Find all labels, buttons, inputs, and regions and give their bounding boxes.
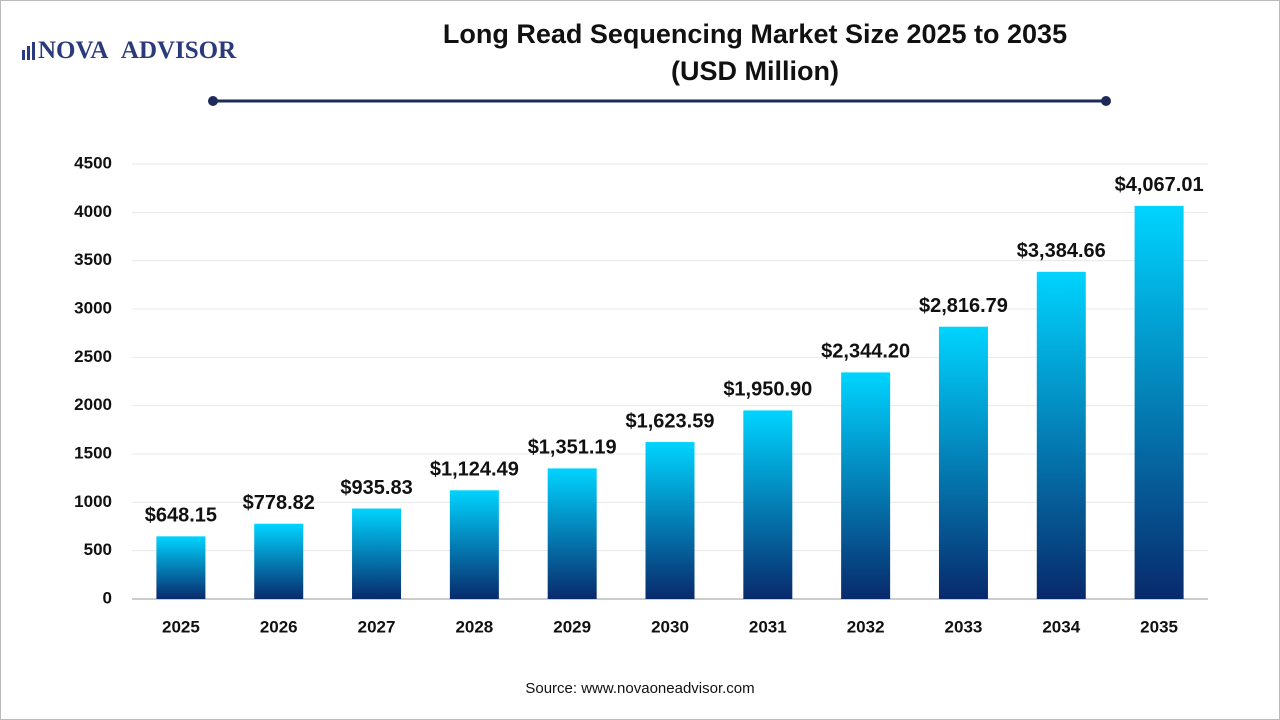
bar: [352, 508, 402, 599]
bar: [841, 372, 891, 599]
bar: [743, 410, 793, 599]
bar: [449, 490, 499, 599]
bar: [547, 468, 597, 599]
x-tick-label: 2028: [455, 617, 493, 636]
y-tick-label: 3500: [74, 250, 112, 269]
bar: [1036, 271, 1086, 599]
y-tick-label: 500: [84, 540, 112, 559]
x-tick-label: 2035: [1140, 617, 1178, 636]
value-label: $1,351.19: [528, 437, 617, 459]
rule-dot: [1101, 96, 1111, 106]
value-label: $2,816.79: [919, 295, 1008, 317]
value-label: $1,623.59: [626, 410, 715, 432]
x-tick-label: 2029: [553, 617, 591, 636]
rule-dot: [208, 96, 218, 106]
x-tick-label: 2034: [1042, 617, 1080, 636]
value-label: $935.83: [340, 477, 412, 499]
logo: NOVA1ADVISOR: [22, 37, 237, 64]
chart-subtitle: (USD Million): [671, 56, 839, 86]
plot: 0 500 1000 1500 2000 2500 3000 3500 4000 4500 2025…: [74, 153, 1208, 636]
bar: [254, 523, 304, 599]
x-tick-label: 2027: [358, 617, 396, 636]
value-label: $1,124.49: [430, 459, 519, 481]
y-tick-label: 1000: [74, 492, 112, 511]
y-tick-label: 0: [103, 588, 112, 607]
x-tick-label: 2033: [945, 617, 983, 636]
value-label: $3,384.66: [1017, 240, 1106, 262]
bar: [645, 442, 695, 599]
value-label: $4,067.01: [1115, 174, 1204, 196]
value-label: $2,344.20: [821, 341, 910, 363]
x-tick-label: 2032: [847, 617, 885, 636]
y-tick-label: 4500: [74, 153, 112, 172]
y-tick-label: 2000: [74, 395, 112, 414]
source: Source: www.novaoneadvisor.com: [525, 680, 754, 697]
value-label: $648.15: [145, 505, 217, 527]
y-tick-label: 1500: [74, 443, 112, 462]
bar: [156, 536, 206, 599]
value-label: $1,950.90: [723, 379, 812, 401]
x-tick-label: 2025: [162, 617, 200, 636]
logo-text: NOVA1ADVISOR: [38, 37, 237, 64]
value-label: $778.82: [243, 492, 315, 514]
bar: [938, 326, 988, 599]
x-tick-label: 2026: [260, 617, 298, 636]
y-tick-label: 4000: [74, 202, 112, 221]
y-tick-label: 2500: [74, 347, 112, 366]
chart-title: Long Read Sequencing Market Size 2025 to…: [443, 19, 1067, 49]
x-tick-label: 2030: [651, 617, 689, 636]
y-tick-label: 3000: [74, 298, 112, 317]
bar: [1134, 205, 1184, 599]
x-tick-label: 2031: [749, 617, 787, 636]
